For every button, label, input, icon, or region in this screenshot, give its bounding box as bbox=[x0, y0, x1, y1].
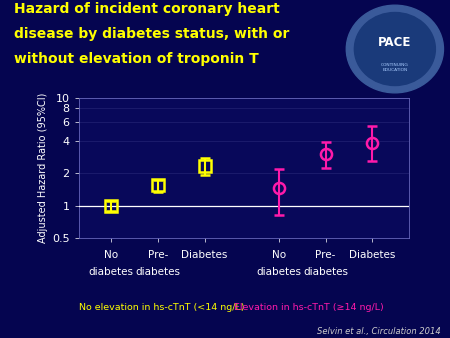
Circle shape bbox=[355, 13, 436, 86]
Text: CONTINUING
EDUCATION: CONTINUING EDUCATION bbox=[381, 63, 409, 72]
Text: without elevation of troponin T: without elevation of troponin T bbox=[14, 52, 258, 66]
Y-axis label: Adjusted Hazard Ratio (95%CI): Adjusted Hazard Ratio (95%CI) bbox=[38, 93, 48, 243]
Text: Pre-: Pre- bbox=[148, 250, 168, 260]
Text: No: No bbox=[272, 250, 286, 260]
Text: Pre-: Pre- bbox=[315, 250, 336, 260]
Text: No: No bbox=[104, 250, 118, 260]
Text: Hazard of incident coronary heart: Hazard of incident coronary heart bbox=[14, 2, 279, 16]
Text: diabetes: diabetes bbox=[303, 267, 348, 277]
Text: No elevation in hs-cTnT (<14 ng/L): No elevation in hs-cTnT (<14 ng/L) bbox=[79, 303, 244, 312]
Text: diabetes: diabetes bbox=[89, 267, 134, 277]
Text: disease by diabetes status, with or: disease by diabetes status, with or bbox=[14, 27, 289, 41]
Text: diabetes: diabetes bbox=[256, 267, 302, 277]
Text: PACE: PACE bbox=[378, 36, 412, 49]
Text: Diabetes: Diabetes bbox=[349, 250, 396, 260]
Text: Elevation in hs-cTnT (≥14 ng/L): Elevation in hs-cTnT (≥14 ng/L) bbox=[234, 303, 384, 312]
Text: Selvin et al., Circulation 2014: Selvin et al., Circulation 2014 bbox=[317, 327, 441, 336]
Text: diabetes: diabetes bbox=[135, 267, 180, 277]
Text: Diabetes: Diabetes bbox=[181, 250, 228, 260]
Circle shape bbox=[346, 5, 444, 93]
